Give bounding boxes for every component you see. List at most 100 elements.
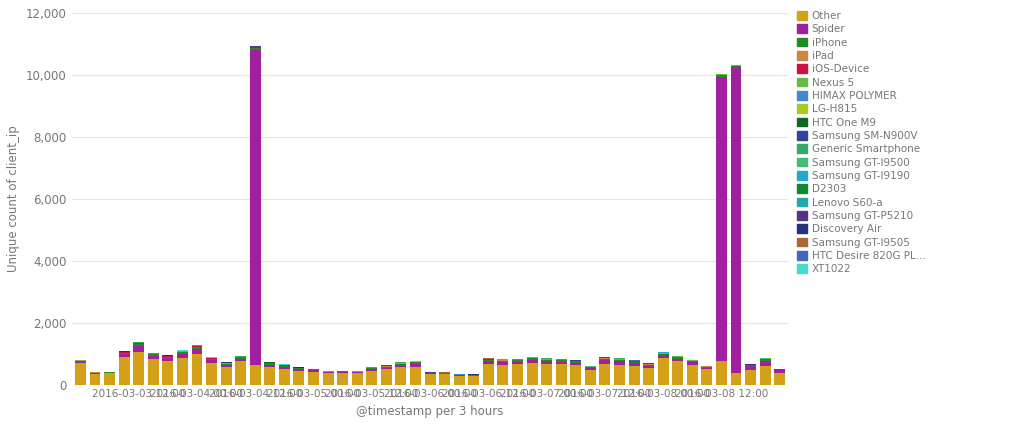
Bar [716,75,727,76]
Bar [512,362,523,364]
Bar [264,367,275,385]
Legend: Other, Spider, iPhone, iPad, iOS-Device, Nexus 5, HIMAX POLYMER, LG-H815, HTC On: Other, Spider, iPhone, iPad, iOS-Device,… [798,11,926,274]
Bar [701,369,713,385]
Bar [730,373,741,385]
Bar [395,364,407,365]
Bar [454,375,465,376]
Bar [526,363,538,385]
Bar [629,366,640,385]
Bar [541,360,552,361]
Bar [119,357,130,385]
Bar [498,362,508,365]
Bar [701,367,713,368]
Bar [177,352,187,354]
Bar [220,367,231,385]
Bar [599,359,610,361]
Bar [133,352,144,385]
Bar [381,368,392,369]
Bar [119,354,130,357]
Bar [133,343,144,344]
Bar [163,358,173,361]
Bar [556,364,566,385]
Bar [163,361,173,385]
Bar [643,368,654,385]
Bar [206,361,217,363]
Bar [614,360,625,361]
Bar [264,363,275,365]
Bar [323,372,334,373]
Bar [585,370,596,385]
Bar [264,365,275,367]
X-axis label: @timestamp per 3 hours: @timestamp per 3 hours [356,405,504,418]
Bar [367,369,377,371]
Bar [483,364,494,385]
Bar [760,366,771,385]
Bar [483,360,494,361]
Bar [629,363,640,366]
Bar [294,371,304,385]
Bar [323,371,334,372]
Bar [352,373,362,385]
Bar [352,372,362,373]
Bar [716,361,727,385]
Bar [629,362,640,363]
Bar [541,364,552,385]
Bar [673,361,683,385]
Bar [147,354,159,356]
Bar [133,347,144,352]
Bar [673,358,683,361]
Y-axis label: Unique count of client_ip: Unique count of client_ip [7,125,20,272]
Bar [673,357,683,358]
Bar [250,365,261,385]
Bar [730,67,741,373]
Bar [294,368,304,369]
Bar [89,373,100,374]
Bar [657,355,669,358]
Bar [614,361,625,365]
Bar [279,369,290,385]
Bar [643,365,654,366]
Bar [512,360,523,362]
Bar [250,50,261,365]
Bar [147,356,159,359]
Bar [657,358,669,385]
Bar [774,371,785,373]
Bar [395,365,407,367]
Bar [367,371,377,385]
Bar [439,375,451,385]
Bar [425,373,435,375]
Bar [556,360,566,362]
Bar [133,344,144,347]
Bar [381,367,392,368]
Bar [279,366,290,367]
Bar [308,371,319,385]
Bar [687,361,697,362]
Bar [745,365,756,366]
Bar [599,361,610,364]
Bar [410,362,421,364]
Bar [236,359,246,361]
Bar [308,370,319,371]
Bar [75,362,86,363]
Bar [570,361,582,363]
Bar [395,367,407,385]
Bar [439,374,451,375]
Bar [279,367,290,369]
Bar [206,359,217,361]
Bar [425,375,435,385]
Bar [760,361,771,366]
Bar [367,368,377,369]
Bar [177,358,187,385]
Bar [468,375,479,376]
Bar [147,359,159,385]
Bar [220,364,231,365]
Bar [585,368,596,370]
Bar [337,371,348,372]
Bar [774,370,785,371]
Bar [323,373,334,385]
Bar [468,376,479,385]
Bar [760,360,771,361]
Bar [730,66,741,67]
Bar [599,364,610,385]
Bar [643,366,654,368]
